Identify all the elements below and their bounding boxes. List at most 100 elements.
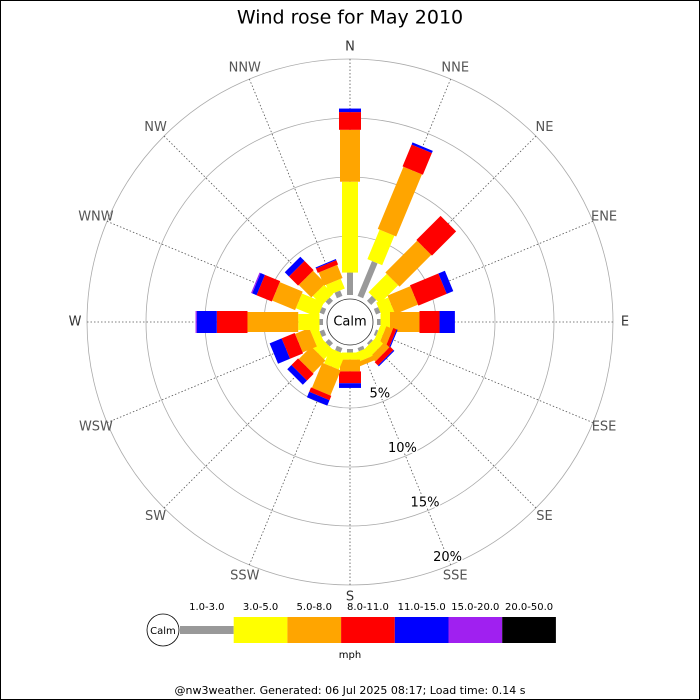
wind-segment <box>347 349 353 353</box>
legend-calm-label: Calm <box>150 626 176 637</box>
direction-label: SW <box>145 509 166 524</box>
wind-segment <box>318 264 343 286</box>
wind-segment <box>377 319 381 325</box>
wind-segment <box>409 273 447 306</box>
wind-segment <box>416 215 457 256</box>
wind-segment <box>419 311 440 333</box>
r-tick-label: 5% <box>370 387 391 402</box>
wind-segment <box>378 350 395 367</box>
spoke <box>374 331 594 424</box>
wind-segment <box>325 338 334 347</box>
wind-segment <box>325 278 345 295</box>
wind-segment <box>334 290 343 299</box>
legend-swatch <box>287 617 342 643</box>
direction-bars <box>315 259 345 299</box>
wind-segment <box>378 326 393 348</box>
wind-segment <box>284 256 305 277</box>
legend-swatch <box>180 626 234 634</box>
direction-label: SE <box>536 509 552 524</box>
legend-label: 8.0-11.0 <box>347 602 389 613</box>
wind-segment <box>340 129 360 182</box>
wind-segment <box>295 293 324 318</box>
r-tick-label: 20% <box>433 550 462 565</box>
wind-segment <box>366 338 373 345</box>
footer: @nw3weather. Generated: 06 Jul 2025 08:1… <box>175 684 526 697</box>
r-tick-label: 10% <box>388 441 417 456</box>
wind-segment <box>374 346 394 366</box>
legend-swatch <box>394 617 449 643</box>
wind-segment <box>298 346 326 374</box>
spoke <box>248 78 341 298</box>
wind-segment <box>319 307 327 315</box>
wind-segment <box>251 272 261 294</box>
spoke <box>368 340 537 509</box>
wind-segment <box>339 371 361 384</box>
wind-segment <box>356 355 377 368</box>
wind-segment <box>309 387 332 401</box>
direction-label: NNW <box>229 60 261 75</box>
wind-segment <box>439 311 455 333</box>
wind-segment <box>438 270 454 294</box>
wind-segment <box>368 273 399 304</box>
wind-segment <box>295 328 317 353</box>
direction-bars <box>377 311 455 333</box>
legend-label: 20.0-50.0 <box>505 602 553 613</box>
legend-label: 3.0-5.0 <box>243 602 278 613</box>
wind-segment <box>319 329 327 337</box>
wind-segment <box>373 329 379 337</box>
legend-label: 1.0-3.0 <box>189 602 224 613</box>
wind-segment <box>339 383 361 388</box>
wind-segment <box>389 312 420 332</box>
wind-segment <box>196 311 217 333</box>
wind-segment <box>380 314 390 330</box>
wind-segment <box>281 333 304 359</box>
wind-segment <box>272 282 303 311</box>
wind-segment <box>373 307 381 315</box>
wind-segment <box>411 142 433 154</box>
wind-segment <box>335 345 343 353</box>
direction-bars <box>269 326 327 364</box>
direction-bars <box>251 272 327 318</box>
r-tick-label: 15% <box>411 496 440 511</box>
direction-label: WSW <box>79 420 113 435</box>
wind-segment <box>342 352 358 360</box>
direction-label: ESE <box>592 420 617 435</box>
direction-bars <box>373 270 454 318</box>
wind-segment <box>402 144 432 175</box>
legend-label: 15.0-20.0 <box>451 602 499 613</box>
wind-segment <box>256 274 281 302</box>
direction-bars <box>339 349 361 388</box>
wind-segment <box>367 229 395 266</box>
wind-segment <box>288 260 314 286</box>
legend-swatch <box>341 617 395 643</box>
wind-segment <box>366 295 377 306</box>
wind-segment <box>325 297 334 306</box>
wind-segment <box>340 359 360 372</box>
wind-segment <box>269 338 291 364</box>
calm-label: Calm <box>333 315 366 330</box>
wind-segment <box>315 260 339 273</box>
direction-label: N <box>345 40 355 55</box>
wind-segment <box>342 181 358 273</box>
direction-bars <box>339 108 361 295</box>
legend-swatch <box>502 617 556 643</box>
direction-label: E <box>621 315 629 330</box>
wind-segment <box>247 312 299 332</box>
direction-label: S <box>346 590 354 605</box>
wind-segment <box>357 261 378 299</box>
wind-segment <box>387 286 419 315</box>
legend-label: 11.0-15.0 <box>398 602 446 613</box>
wind-segment <box>311 362 341 396</box>
direction-label: NNE <box>441 60 469 75</box>
wind-segment <box>252 273 265 296</box>
wind-segment <box>310 326 324 345</box>
wind-segment <box>385 240 432 287</box>
calm-circle <box>326 298 374 346</box>
legend-label: 5.0-8.0 <box>297 602 332 613</box>
direction-bars <box>354 345 377 368</box>
wind-segment <box>376 297 395 318</box>
direction-label: W <box>69 315 82 330</box>
wind-segment <box>339 112 361 130</box>
direction-bars <box>287 338 334 385</box>
wind-segment <box>216 311 248 333</box>
